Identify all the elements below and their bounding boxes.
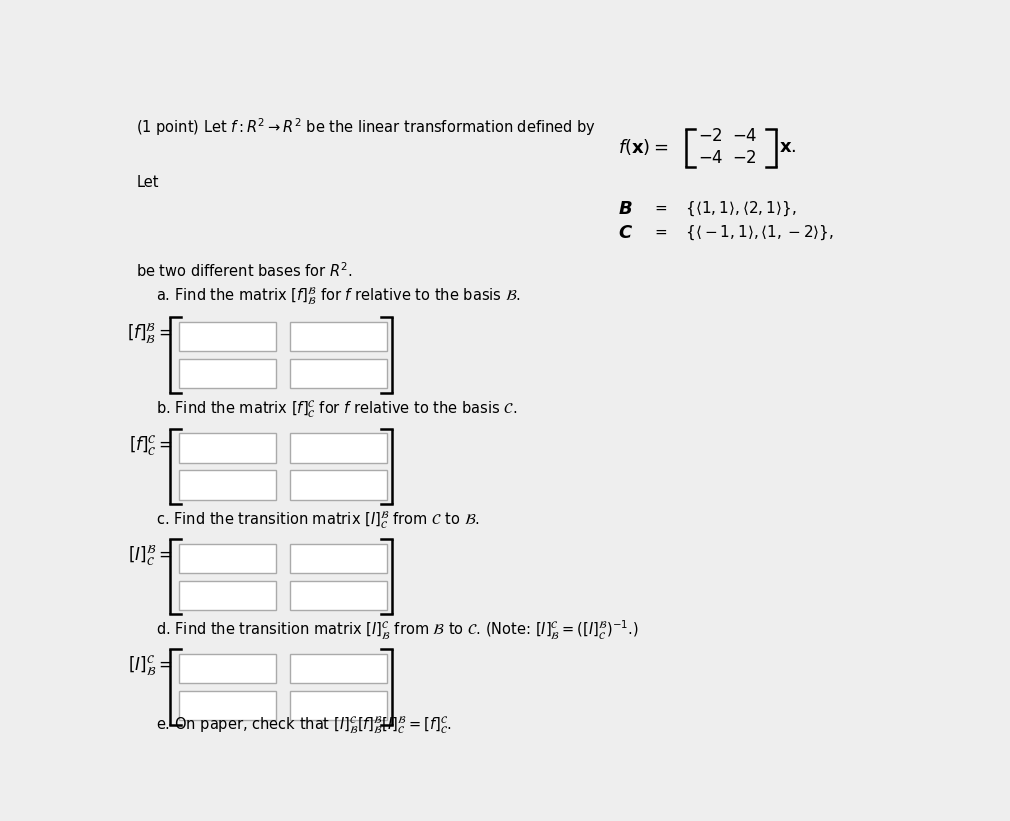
Text: c. Find the transition matrix $[I]_{\mathcal{C}}^{\mathcal{B}}$ from $\mathcal{C: c. Find the transition matrix $[I]_{\mat… [156,509,480,530]
FancyBboxPatch shape [290,322,387,351]
FancyBboxPatch shape [290,580,387,610]
FancyBboxPatch shape [179,433,276,463]
FancyBboxPatch shape [290,654,387,683]
Text: $= \quad \{\langle 1,1\rangle , \langle 2,1\rangle\},$: $= \quad \{\langle 1,1\rangle , \langle … [651,200,796,218]
Text: $\boldsymbol{B}$: $\boldsymbol{B}$ [618,200,633,218]
Text: d. Find the transition matrix $[I]_{\mathcal{B}}^{\mathcal{C}}$ from $\mathcal{B: d. Find the transition matrix $[I]_{\mat… [156,619,638,642]
FancyBboxPatch shape [179,580,276,610]
FancyBboxPatch shape [290,544,387,573]
Text: $[I]_{\mathcal{C}}^{\mathcal{B}} = $: $[I]_{\mathcal{C}}^{\mathcal{B}} = $ [128,544,173,568]
FancyBboxPatch shape [179,690,276,720]
Text: $-2$: $-2$ [698,127,723,145]
FancyBboxPatch shape [290,433,387,463]
Text: $-2$: $-2$ [732,149,758,167]
Text: Let: Let [136,175,159,190]
FancyBboxPatch shape [179,322,276,351]
Text: $-4$: $-4$ [698,149,724,167]
Text: $\boldsymbol{C}$: $\boldsymbol{C}$ [618,224,633,242]
Text: $-4$: $-4$ [732,127,758,145]
Text: $f(\mathbf{x}) = $: $f(\mathbf{x}) = $ [618,137,669,157]
FancyBboxPatch shape [290,470,387,500]
Text: $[I]_{\mathcal{B}}^{\mathcal{C}} = $: $[I]_{\mathcal{B}}^{\mathcal{C}} = $ [128,654,173,678]
FancyBboxPatch shape [179,544,276,573]
FancyBboxPatch shape [290,690,387,720]
Text: $[f]_{\mathcal{C}}^{\mathcal{C}} = $: $[f]_{\mathcal{C}}^{\mathcal{C}} = $ [129,433,173,458]
Text: be two different bases for $R^2$.: be two different bases for $R^2$. [136,261,354,280]
Text: a. Find the matrix $[f]_{\mathcal{B}}^{\mathcal{B}}$ for $f$ relative to the bas: a. Find the matrix $[f]_{\mathcal{B}}^{\… [156,286,520,307]
Text: e. On paper, check that $[I]_{\mathcal{B}}^{\mathcal{C}}[f]_{\mathcal{B}}^{\math: e. On paper, check that $[I]_{\mathcal{B… [156,713,451,736]
Text: b. Find the matrix $[f]_{\mathcal{C}}^{\mathcal{C}}$ for $f$ relative to the bas: b. Find the matrix $[f]_{\mathcal{C}}^{\… [156,398,517,420]
FancyBboxPatch shape [179,470,276,500]
FancyBboxPatch shape [179,654,276,683]
FancyBboxPatch shape [179,359,276,388]
Text: $\mathbf{x}.$: $\mathbf{x}.$ [779,138,796,156]
FancyBboxPatch shape [290,359,387,388]
Text: $[f]_{\mathcal{B}}^{\mathcal{B}} = $: $[f]_{\mathcal{B}}^{\mathcal{B}} = $ [127,322,173,346]
Text: $= \quad \{\langle -1,1\rangle , \langle 1,-2\rangle\},$: $= \quad \{\langle -1,1\rangle , \langle… [651,224,833,242]
Text: (1 point) Let $f : R^2 \rightarrow R^2$ be the linear transformation defined by: (1 point) Let $f : R^2 \rightarrow R^2$ … [136,117,597,138]
